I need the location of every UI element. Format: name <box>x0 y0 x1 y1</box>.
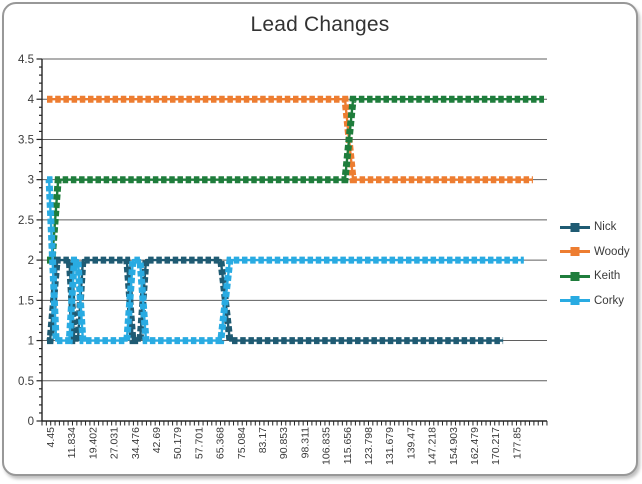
y-tick-label: 2.5 <box>18 215 34 227</box>
series-markers-corky <box>45 176 524 345</box>
x-tick-label: 11.834 <box>66 427 78 458</box>
chart-legend: Nick Woody Keith Corky <box>560 215 630 313</box>
x-tick-label: 19.402 <box>87 427 99 459</box>
y-tick-label: 4 <box>28 94 35 106</box>
x-tick-label: 177.85 <box>511 427 523 459</box>
legend-item-corky: Corky <box>560 289 630 314</box>
x-tick-label: 123.798 <box>363 427 375 465</box>
x-tick-label: 27.031 <box>109 427 121 459</box>
y-tick-label: 2 <box>28 255 34 267</box>
x-tick-label: 154.903 <box>448 427 460 465</box>
x-tick-label: 106.835 <box>321 427 333 465</box>
legend-item-keith: Keith <box>560 264 630 289</box>
x-tick-label: 42.69 <box>151 427 163 453</box>
x-tick-label: 83.17 <box>257 427 269 453</box>
y-tick-label: 1.5 <box>18 295 34 307</box>
image-frame: Lead Changes 0 0.5 1 1.5 2 2.5 3 3.5 4 4.5 4.45 11.… <box>2 2 638 476</box>
legend-label: Corky <box>594 294 625 307</box>
legend-label: Woody <box>594 245 630 258</box>
legend-marker-icon <box>560 296 590 306</box>
legend-marker-icon <box>560 271 590 281</box>
x-tick-label: 115.656 <box>342 427 354 464</box>
legend-item-woody: Woody <box>560 240 630 265</box>
chart-title: Lead Changes <box>250 13 390 36</box>
y-tick-label: 4.5 <box>18 54 34 66</box>
legend-item-nick: Nick <box>560 215 630 240</box>
x-tick-label: 170.217 <box>490 427 502 465</box>
x-tick-label: 90.853 <box>278 427 290 459</box>
x-tick-label: 65.368 <box>215 427 227 459</box>
y-tick-label: 3.5 <box>18 134 34 146</box>
y-tick-label: 1 <box>28 336 34 348</box>
x-tick-label: 57.701 <box>193 427 205 459</box>
legend-marker-icon <box>560 222 590 232</box>
legend-label: Keith <box>594 270 621 283</box>
x-tick-label: 131.679 <box>384 427 396 465</box>
x-tick-label: 147.218 <box>427 427 439 465</box>
series-markers-nick <box>46 256 504 345</box>
x-tick-label: 50.179 <box>172 427 184 459</box>
x-tick-label: 98.311 <box>299 427 311 458</box>
legend-label: Nick <box>594 221 617 234</box>
x-tick-label: 34.476 <box>130 427 142 459</box>
y-tick-label: 3 <box>28 175 34 187</box>
x-tick-label: 139.47 <box>405 427 417 459</box>
legend-marker-icon <box>560 247 590 257</box>
y-tick-label: 0 <box>28 416 34 428</box>
y-tick-label: 0.5 <box>18 376 34 388</box>
chart-plot-area: 0 0.5 1 1.5 2 2.5 3 3.5 4 4.5 4.45 11.834 19.402 27.0… <box>18 54 548 465</box>
x-tick-label: 75.084 <box>236 427 248 459</box>
x-tick-label: 4.45 <box>45 427 57 448</box>
x-tick-label: 162.479 <box>469 427 481 465</box>
